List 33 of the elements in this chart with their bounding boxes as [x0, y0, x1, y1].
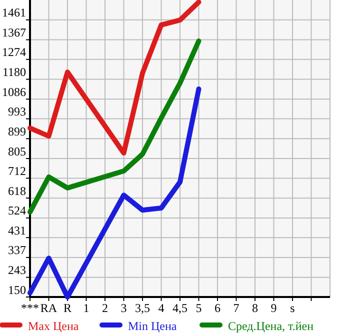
- y-tick-label: 1274: [2, 45, 26, 60]
- y-tick-label: 618: [8, 184, 26, 198]
- y-tick-label: 431: [8, 223, 26, 238]
- x-tick-label: 8: [252, 301, 258, 315]
- x-tick-label: 4: [158, 301, 164, 315]
- y-tick-label: 150: [8, 282, 26, 297]
- y-tick-label: 243: [8, 263, 26, 278]
- x-tick-label: 3: [120, 301, 127, 315]
- y-tick-label: 1086: [2, 84, 26, 99]
- legend-label: Max Цена: [28, 319, 80, 333]
- legend-label: Сред.Цена, т.йен: [228, 319, 314, 333]
- x-tick-label: 1: [83, 301, 90, 315]
- y-tick-label: 1180: [2, 65, 26, 80]
- x-tick-label: R: [63, 301, 72, 315]
- x-tick-label: 6: [214, 301, 220, 315]
- y-tick-label: 337: [8, 243, 26, 258]
- x-tick-label: 5: [196, 301, 202, 315]
- x-tick-label: 3,5: [135, 301, 150, 315]
- x-tick-label: 9: [270, 301, 277, 315]
- x-tick-label: RA: [40, 301, 58, 315]
- x-tick-label: 2: [102, 301, 108, 315]
- legend-label: Min Цена: [128, 319, 178, 333]
- y-tick-label: 1367: [2, 25, 26, 40]
- y-tick-label: 1461: [2, 6, 26, 20]
- y-tick-label: 712: [8, 164, 26, 178]
- x-tick-label: s: [290, 301, 296, 315]
- y-tick-label: 524: [8, 204, 26, 218]
- x-tick-label: 7: [233, 301, 240, 315]
- x-tick-label: 4,5: [172, 301, 188, 315]
- y-tick-label: 805: [8, 144, 26, 158]
- y-tick-label: 993: [8, 104, 26, 119]
- y-tick-label: 899: [8, 124, 26, 138]
- x-tick-label: ***: [21, 301, 39, 315]
